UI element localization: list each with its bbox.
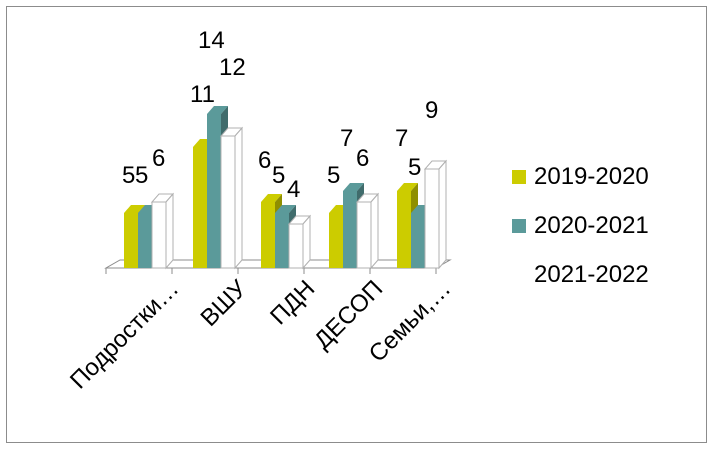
bar-side — [370, 192, 379, 270]
category-label: ВШУ — [195, 275, 252, 332]
bar-front — [343, 191, 357, 268]
bar-front — [424, 168, 440, 269]
bar-0-2 — [150, 192, 175, 270]
data-label: 9 — [425, 97, 438, 124]
bar-front — [207, 114, 221, 268]
data-label: 7 — [340, 125, 353, 152]
data-label: 6 — [152, 145, 165, 172]
chart-border — [6, 6, 707, 443]
bar-4-2 — [423, 159, 448, 270]
bars-layer — [124, 106, 448, 270]
data-label: 5 — [408, 154, 421, 181]
data-label: 6 — [258, 147, 271, 174]
data-label: 4 — [287, 176, 300, 203]
bar-side — [165, 192, 174, 270]
data-label: 7 — [395, 125, 408, 152]
category-axis: Подростки… ВШУ ПДНДЕСОПСемьи,… — [65, 275, 456, 395]
bar-front — [124, 213, 138, 268]
bar-front — [397, 191, 411, 268]
data-label: 11 — [190, 81, 215, 108]
data-label: 5 — [122, 162, 135, 189]
legend: 2019-2020 2020-2021 2021-2022 — [512, 163, 649, 288]
bar-side — [438, 159, 447, 270]
bar-front — [411, 213, 425, 268]
legend-label: 2019-2020 — [534, 163, 649, 190]
data-label: 5 — [272, 162, 285, 189]
bar-side — [302, 214, 311, 270]
bar-2-2 — [287, 214, 312, 270]
data-label: 12 — [219, 54, 246, 81]
category-label: ПДН — [265, 275, 320, 330]
data-label: 5 — [327, 162, 340, 189]
bar-front — [275, 213, 289, 268]
legend-label: 2021-2022 — [534, 261, 649, 288]
bar-front — [220, 135, 236, 269]
bar-1-2 — [219, 126, 244, 270]
data-label: 14 — [198, 27, 225, 54]
legend-swatch — [512, 219, 526, 233]
bar-front — [261, 202, 275, 268]
data-label: 5 — [135, 162, 148, 189]
bar-front — [329, 213, 343, 268]
bar-front — [138, 213, 152, 268]
legend-swatch — [512, 170, 526, 184]
bar-front — [193, 147, 207, 268]
bar-3-2 — [355, 192, 380, 270]
bar-side — [234, 126, 243, 270]
data-label: 6 — [356, 145, 369, 172]
bar-front — [356, 201, 372, 269]
legend-swatch — [512, 268, 526, 282]
bar-front — [288, 223, 304, 269]
category-label: Подростки… — [65, 275, 184, 394]
bar-front — [151, 201, 167, 269]
legend-label: 2020-2021 — [534, 212, 649, 239]
